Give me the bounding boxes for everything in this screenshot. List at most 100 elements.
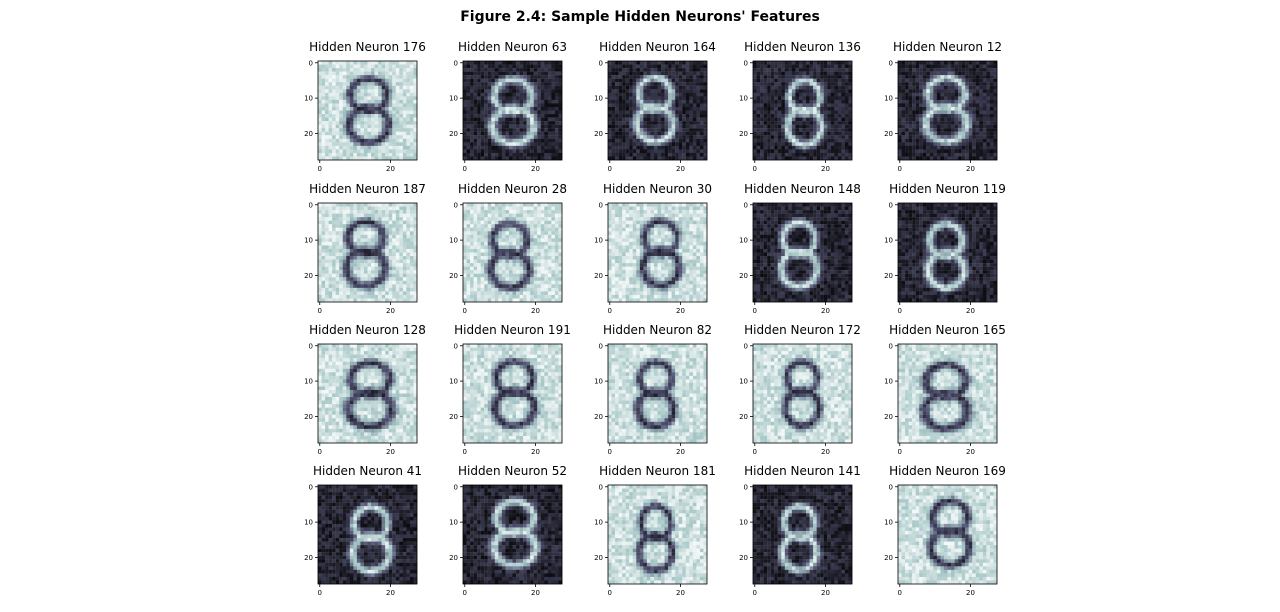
heatmap-cell bbox=[335, 263, 340, 267]
heatmap-cell bbox=[615, 92, 619, 97]
heatmap-cell bbox=[671, 89, 676, 93]
heatmap-cell bbox=[381, 75, 386, 79]
heatmap-cell bbox=[657, 128, 662, 132]
heatmap-cell bbox=[477, 121, 481, 125]
heatmap-cell bbox=[335, 128, 340, 132]
heatmap-cell bbox=[371, 103, 375, 108]
heatmap-cell bbox=[777, 110, 782, 115]
heatmap-cell bbox=[409, 213, 414, 218]
heatmap-cell bbox=[689, 149, 694, 154]
heatmap-cell bbox=[625, 124, 630, 129]
heatmap-cell bbox=[777, 64, 782, 69]
heatmap-cell bbox=[777, 152, 782, 157]
heatmap-cell bbox=[501, 89, 506, 93]
heatmap-cell bbox=[526, 92, 531, 97]
heatmap-cell bbox=[675, 103, 679, 108]
heatmap-cell bbox=[328, 114, 333, 118]
heatmap-cell bbox=[678, 135, 683, 139]
heatmap-cell bbox=[494, 106, 499, 111]
heatmap-cell bbox=[335, 234, 340, 239]
heatmap-cell bbox=[951, 78, 955, 83]
heatmap-cell bbox=[777, 121, 782, 125]
heatmap-cell bbox=[554, 96, 559, 101]
heatmap-cell bbox=[664, 156, 669, 161]
heatmap-cell bbox=[668, 78, 672, 83]
heatmap-cell bbox=[982, 61, 987, 65]
heatmap-cell bbox=[951, 82, 955, 86]
heatmap-cell bbox=[540, 156, 545, 161]
heatmap-cell bbox=[989, 99, 994, 104]
heatmap-cell bbox=[367, 149, 372, 154]
heatmap-cell bbox=[484, 135, 488, 139]
heatmap-cell bbox=[381, 277, 386, 281]
heatmap-cell bbox=[682, 92, 686, 97]
heatmap-cell bbox=[848, 145, 853, 150]
heatmap-cell bbox=[378, 213, 382, 218]
heatmap-cell bbox=[346, 64, 350, 69]
heatmap-cell bbox=[777, 124, 782, 129]
heatmap-cell bbox=[678, 61, 683, 65]
heatmap-cell bbox=[668, 131, 672, 136]
heatmap-cell bbox=[516, 128, 520, 132]
heatmap-cell bbox=[806, 124, 810, 129]
heatmap-cell bbox=[342, 213, 347, 218]
heatmap-cell bbox=[979, 110, 984, 115]
heatmap-cell bbox=[947, 106, 952, 111]
heatmap-cell bbox=[781, 114, 785, 118]
heatmap-cell bbox=[611, 64, 616, 69]
heatmap-cell bbox=[367, 217, 372, 221]
heatmap-cell bbox=[608, 89, 612, 93]
heatmap-cell bbox=[473, 85, 478, 90]
heatmap-cell bbox=[335, 280, 340, 285]
heatmap-cell bbox=[926, 71, 930, 76]
heatmap-cell bbox=[413, 206, 418, 211]
heatmap-cell bbox=[385, 217, 389, 221]
heatmap-cell bbox=[760, 156, 764, 161]
heatmap-cell bbox=[360, 96, 365, 101]
heatmap-cell bbox=[537, 217, 541, 221]
heatmap-cell bbox=[367, 238, 372, 243]
heatmap-cell bbox=[675, 75, 679, 79]
heatmap-cell bbox=[321, 99, 326, 104]
heatmap-cell bbox=[696, 117, 701, 122]
heatmap-cell bbox=[346, 217, 350, 221]
heatmap-cell bbox=[933, 149, 938, 154]
heatmap-cell bbox=[558, 145, 563, 150]
heatmap-cell bbox=[554, 152, 559, 157]
heatmap-cell bbox=[477, 68, 481, 72]
heatmap-cell bbox=[558, 89, 563, 93]
heatmap-cell bbox=[470, 64, 474, 69]
heatmap-cell bbox=[763, 103, 768, 108]
heatmap-cell bbox=[346, 106, 350, 111]
heatmap-cell bbox=[356, 252, 361, 257]
heatmap-cell bbox=[378, 287, 382, 292]
heatmap-cell bbox=[820, 149, 824, 154]
heatmap-cell bbox=[363, 61, 368, 65]
heatmap-cell bbox=[473, 206, 478, 211]
heatmap-cell bbox=[498, 75, 503, 79]
heatmap-cell bbox=[519, 217, 524, 221]
heatmap-cell bbox=[346, 206, 350, 211]
heatmap-cell bbox=[547, 217, 552, 221]
heatmap-cell bbox=[480, 78, 485, 83]
heatmap-cell bbox=[926, 128, 930, 132]
heatmap-cell bbox=[328, 68, 333, 72]
heatmap-cell bbox=[781, 78, 785, 83]
heatmap-cell bbox=[498, 68, 503, 72]
heatmap-cell bbox=[611, 61, 616, 65]
heatmap-cell bbox=[402, 106, 407, 111]
heatmap-cell bbox=[975, 138, 980, 143]
heatmap-cell bbox=[385, 85, 389, 90]
heatmap-cell bbox=[926, 156, 930, 161]
heatmap-cell bbox=[533, 128, 538, 132]
heatmap-cell bbox=[537, 210, 541, 214]
heatmap-cell bbox=[537, 106, 541, 111]
heatmap-cell bbox=[356, 78, 361, 83]
heatmap-cell bbox=[979, 156, 984, 161]
heatmap-cell bbox=[392, 277, 396, 281]
heatmap-cell bbox=[395, 266, 400, 271]
heatmap-cell bbox=[463, 61, 467, 65]
heatmap-cell bbox=[526, 85, 531, 90]
heatmap-cell bbox=[664, 135, 669, 139]
heatmap-cell bbox=[491, 220, 495, 225]
